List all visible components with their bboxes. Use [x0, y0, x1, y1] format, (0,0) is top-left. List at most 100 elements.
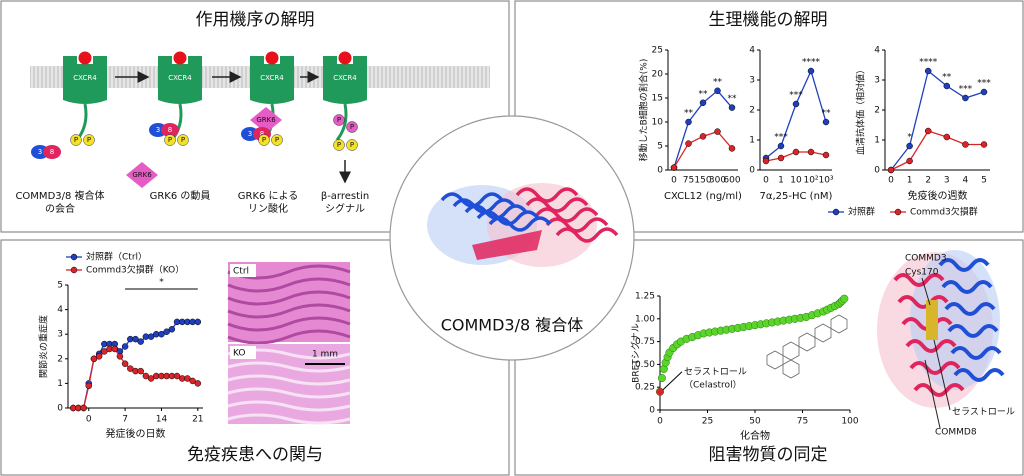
annotation: セラストロール: [684, 366, 747, 377]
y-tick-label: 0: [657, 166, 663, 176]
annotation-leader: [662, 371, 683, 391]
significance: **: [699, 89, 709, 99]
receptor-tail: [335, 103, 348, 141]
commd3-label: 3: [248, 130, 252, 138]
legend-marker: [70, 266, 78, 274]
data-point: [728, 104, 736, 111]
receptor-label: CXCR4: [333, 74, 357, 82]
significance: **: [713, 77, 723, 87]
series-line: [890, 130, 984, 171]
x-tick-label: 4: [963, 176, 969, 186]
data-point: [657, 374, 666, 383]
commd3-label: 3: [38, 148, 42, 156]
chem-ring: [782, 359, 800, 379]
helix: [913, 383, 965, 397]
data-point: [728, 145, 736, 152]
y-tick-label: 20: [652, 70, 664, 80]
x-tick-label: 0: [888, 176, 894, 186]
tissue: [227, 329, 351, 345]
x-axis-label: CXCL12 (ng/ml): [664, 191, 742, 202]
data-point: [924, 67, 932, 75]
significance: ****: [802, 58, 821, 68]
significance: *: [159, 278, 164, 288]
ligand: [78, 51, 92, 65]
phospho-label: P: [337, 141, 341, 149]
phospho-label: P: [350, 123, 354, 131]
data-point: [792, 148, 800, 156]
data-point: [137, 338, 144, 345]
leader: [924, 359, 941, 429]
x-tick-label: 600: [723, 176, 740, 186]
chem-ring: [814, 323, 832, 343]
phospho: [83, 134, 95, 146]
significance: ***: [977, 79, 991, 89]
scale-bar-label: 1 mm: [312, 350, 338, 360]
data-point: [90, 355, 98, 363]
grk6-label: GRK6: [132, 171, 152, 179]
helix: [953, 368, 1005, 382]
step-label: シグナル: [325, 202, 365, 215]
x-tick-label: 10³: [818, 176, 833, 186]
chem-ring: [830, 314, 848, 334]
y-tick-label: 1: [749, 136, 755, 146]
x-tick-label: 1: [778, 176, 784, 186]
data-point: [142, 372, 150, 380]
y-tick-label: 0: [649, 406, 655, 416]
y-tick-label: 3: [874, 76, 880, 86]
data-point: [163, 328, 170, 335]
legend-label: Commd3欠損群（KO）: [86, 264, 184, 276]
helix: [950, 346, 1002, 360]
y-tick-label: 2: [57, 354, 63, 364]
panel-title: 生理機能の解明: [709, 10, 828, 30]
image-tag: KO: [233, 349, 246, 359]
phospho: [70, 134, 82, 146]
y-tick-label: 25: [652, 46, 663, 56]
helix: [893, 273, 945, 287]
tissue: [227, 316, 351, 332]
y-tick-label: 0: [749, 166, 755, 176]
y-tick-label: 1.25: [635, 292, 655, 302]
phospho: [164, 134, 176, 146]
data-point: [840, 294, 849, 303]
chem-ring: [798, 332, 816, 352]
commd8-label: 8: [50, 148, 54, 156]
chem-ring: [766, 350, 784, 370]
x-tick-label: 300: [709, 176, 726, 186]
structure-label: COMMD3: [905, 254, 947, 264]
phospho: [346, 121, 358, 133]
y-axis-label: 血清抗体価（相対値）: [855, 65, 867, 155]
phospho: [346, 139, 358, 151]
phospho-label: P: [350, 141, 354, 149]
x-tick-label: 0: [763, 176, 769, 186]
sheet: [472, 230, 542, 260]
x-tick-label: 1: [907, 176, 913, 186]
center-title: COMMD3/8 複合体: [441, 316, 584, 335]
y-tick-label: 4: [874, 46, 880, 56]
x-tick-label: 7: [122, 415, 128, 425]
y-tick-label: 0.75: [635, 337, 655, 347]
helix: [938, 258, 990, 272]
data-point: [962, 141, 969, 148]
step-label: β-arrestin: [321, 191, 369, 202]
data-point: [194, 318, 202, 326]
data-point: [962, 94, 969, 102]
data-point: [189, 377, 196, 385]
data-point: [943, 133, 951, 141]
panel-title: 阻害物質の同定: [709, 445, 828, 465]
x-axis-label: 化合物: [740, 429, 770, 442]
x-tick-label: 75: [797, 417, 808, 427]
tissue: [227, 264, 351, 280]
leader: [933, 339, 951, 411]
data-point: [906, 157, 913, 165]
data-point: [137, 367, 144, 375]
data-point: [121, 360, 129, 367]
data-point: [924, 127, 932, 135]
data-point: [822, 118, 830, 126]
receptor: [323, 56, 367, 104]
x-tick-label: 10²: [803, 176, 818, 186]
significance: **: [684, 109, 694, 119]
phospho: [177, 134, 189, 146]
image-tag-bg: [230, 264, 256, 277]
data-point: [121, 343, 129, 350]
